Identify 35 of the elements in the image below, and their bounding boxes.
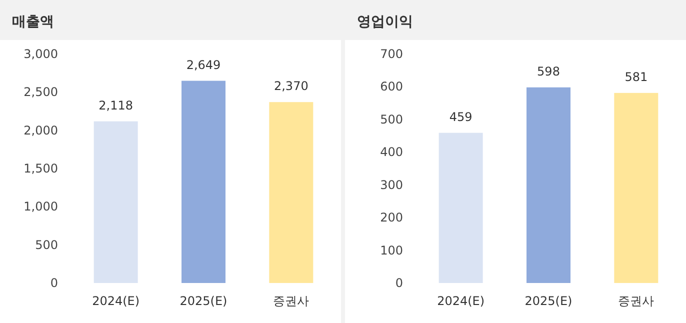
y-tick-label: 600 — [380, 80, 403, 94]
y-tick-label: 1,500 — [24, 162, 58, 176]
bar — [614, 92, 658, 283]
x-tick-label: 2024(E) — [437, 294, 485, 308]
y-tick-label: 700 — [380, 47, 403, 61]
y-tick-label: 100 — [380, 243, 403, 258]
data-label: 598 — [537, 64, 560, 78]
data-label: 2,649 — [186, 58, 221, 72]
bar — [526, 87, 570, 283]
y-tick-label: 0 — [395, 276, 403, 290]
y-tick-label: 0 — [50, 276, 58, 290]
x-tick-label: 2025(E) — [180, 294, 228, 308]
chart-title: 영업이익 — [357, 14, 413, 30]
y-tick-label: 400 — [380, 145, 403, 160]
y-tick-label: 500 — [35, 238, 58, 252]
y-tick-label: 2,000 — [24, 123, 58, 138]
x-tick-label: 2024(E) — [92, 294, 140, 308]
y-tick-label: 2,500 — [24, 85, 58, 100]
x-tick-label: 2025(E) — [524, 294, 572, 308]
data-label: 2,118 — [98, 98, 134, 112]
bar — [438, 132, 483, 283]
bar — [182, 80, 226, 283]
bar — [94, 121, 138, 283]
y-tick-label: 1,000 — [24, 200, 58, 214]
y-tick-label: 3,000 — [24, 47, 58, 61]
data-label: 581 — [624, 70, 648, 84]
x-tick-label: 증권사 — [618, 294, 654, 308]
y-tick-label: 300 — [380, 178, 403, 192]
chart-title: 매출액 — [12, 14, 54, 30]
y-tick-label: 200 — [380, 210, 403, 225]
x-tick-label: 증권사 — [273, 294, 310, 308]
bar — [269, 102, 314, 283]
data-label: 2,370 — [274, 79, 308, 94]
y-tick-label: 500 — [380, 112, 403, 126]
data-label: 459 — [449, 110, 472, 124]
